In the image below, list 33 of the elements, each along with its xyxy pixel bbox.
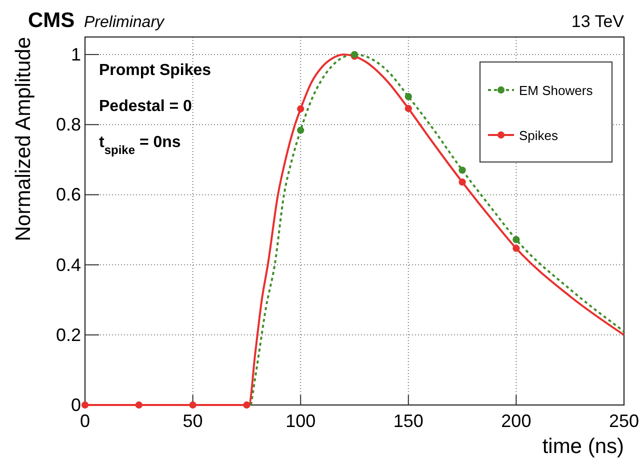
chart-subtitle: Preliminary <box>84 14 166 31</box>
point <box>189 401 196 409</box>
y-tick-label: 0.6 <box>56 184 81 205</box>
y-tick-label: 0 <box>70 395 81 415</box>
x-axis-title: time (ns) <box>542 435 624 458</box>
y-axis-title: Normalized Amplitude <box>12 37 35 242</box>
x-tick-label: 100 <box>286 411 316 431</box>
point <box>297 126 304 134</box>
legend-label: EM Showers <box>519 83 594 98</box>
point <box>404 93 412 100</box>
annotation: Prompt Spikes <box>99 62 212 79</box>
point <box>512 236 520 244</box>
point <box>458 166 466 174</box>
y-tick-label: 0.2 <box>56 324 81 345</box>
point <box>297 105 304 112</box>
x-tick-label: 200 <box>501 411 532 431</box>
text: 13 TeV <box>571 12 625 31</box>
point <box>458 178 466 186</box>
y-tick-label: 1 <box>70 44 81 65</box>
annotation: t$_{spike}$ = 0ns <box>99 134 181 157</box>
chart-title: CMS <box>28 9 75 32</box>
point <box>81 401 89 409</box>
y-tick-label: 0.4 <box>56 254 81 275</box>
x-tick-label: 50 <box>182 411 203 431</box>
annotation: Pedestal = 0 <box>99 98 192 115</box>
legend-label: Spikes <box>519 128 559 143</box>
x-tick-label: 150 <box>393 411 424 431</box>
point <box>512 244 520 252</box>
point <box>135 401 142 409</box>
point <box>243 401 250 409</box>
x-tick-label: 250 <box>608 411 640 431</box>
point <box>404 104 412 112</box>
y-tick-label: 0.8 <box>56 114 81 135</box>
